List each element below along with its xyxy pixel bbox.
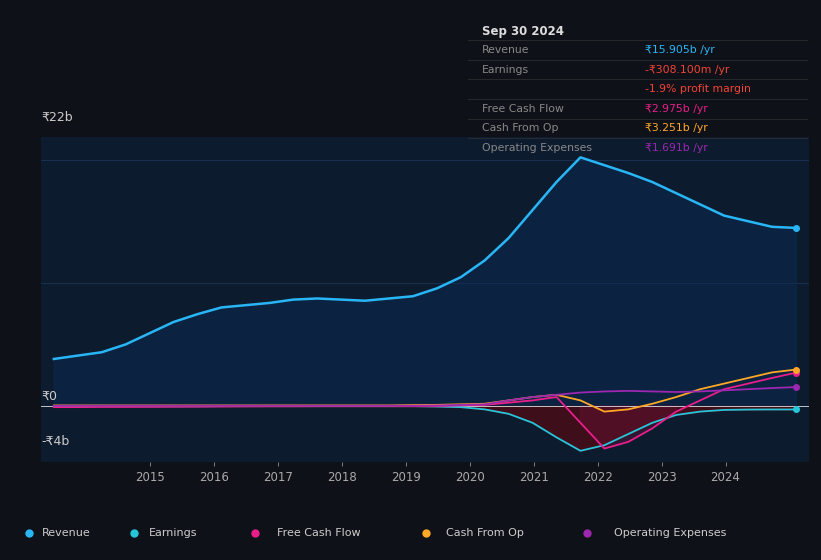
Text: Free Cash Flow: Free Cash Flow	[482, 104, 563, 114]
Text: Free Cash Flow: Free Cash Flow	[277, 529, 361, 538]
Text: ₹1.691b /yr: ₹1.691b /yr	[644, 143, 708, 153]
Text: Revenue: Revenue	[42, 529, 90, 538]
Text: ₹15.905b /yr: ₹15.905b /yr	[644, 45, 714, 55]
Text: -₹4b: -₹4b	[41, 435, 69, 447]
Text: -₹308.100m /yr: -₹308.100m /yr	[644, 64, 729, 74]
Text: Revenue: Revenue	[482, 45, 529, 55]
Text: ₹2.975b /yr: ₹2.975b /yr	[644, 104, 708, 114]
Text: Earnings: Earnings	[149, 529, 197, 538]
Text: Sep 30 2024: Sep 30 2024	[482, 25, 563, 38]
Text: Operating Expenses: Operating Expenses	[482, 143, 592, 153]
Text: Earnings: Earnings	[482, 64, 529, 74]
Text: ₹3.251b /yr: ₹3.251b /yr	[644, 123, 708, 133]
Text: Cash From Op: Cash From Op	[482, 123, 558, 133]
Text: Operating Expenses: Operating Expenses	[614, 529, 727, 538]
Text: -1.9% profit margin: -1.9% profit margin	[644, 84, 750, 94]
Text: Cash From Op: Cash From Op	[446, 529, 524, 538]
Text: ₹0: ₹0	[41, 390, 57, 403]
Text: ₹22b: ₹22b	[41, 111, 73, 124]
